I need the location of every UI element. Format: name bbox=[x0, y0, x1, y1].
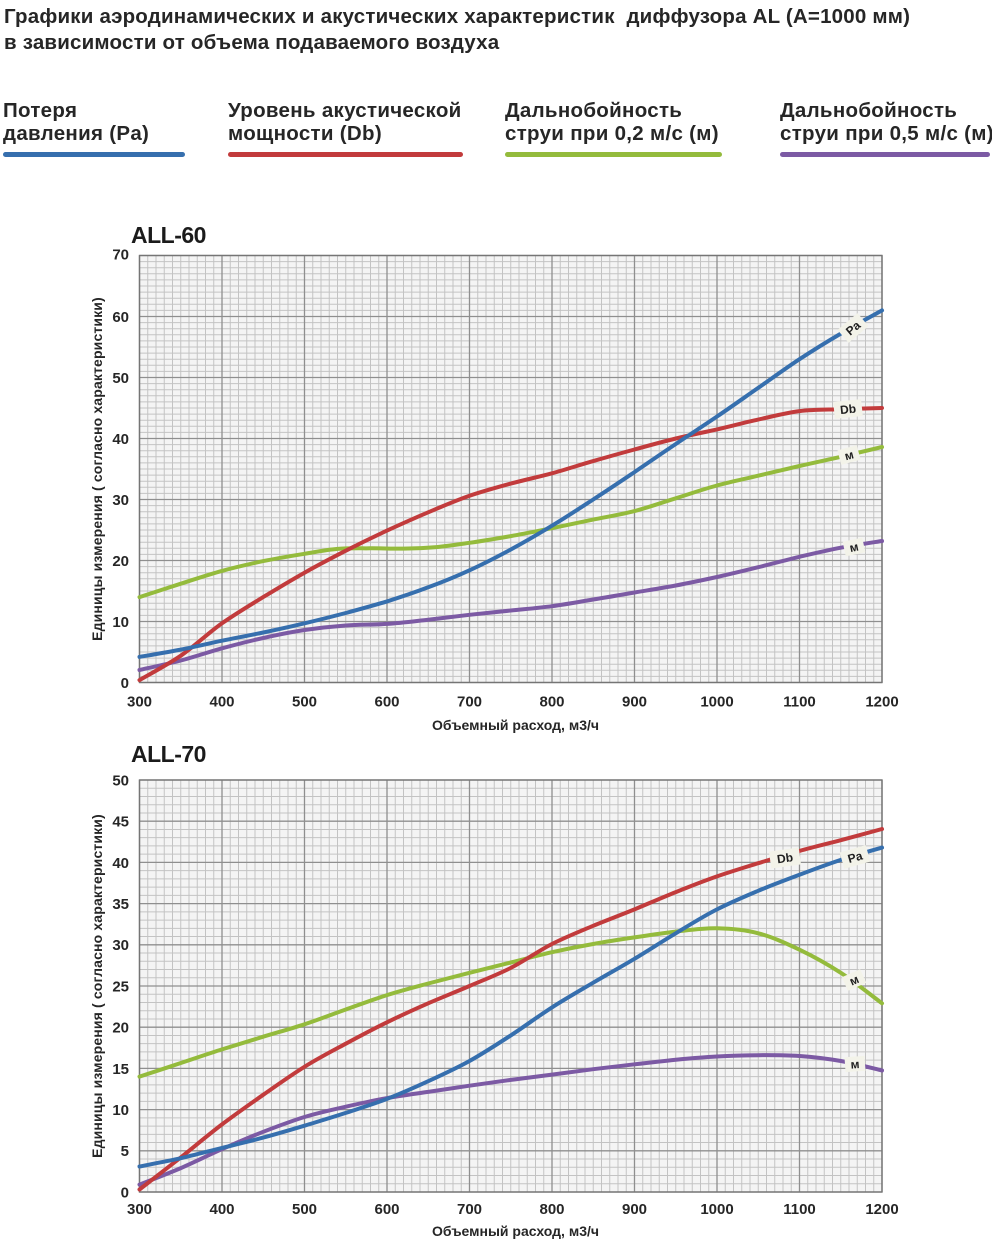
svg-text:900: 900 bbox=[622, 1201, 647, 1218]
svg-text:300: 300 bbox=[127, 693, 152, 710]
svg-text:400: 400 bbox=[209, 1201, 234, 1218]
svg-text:м: м bbox=[848, 539, 860, 555]
svg-text:1000: 1000 bbox=[700, 693, 733, 710]
svg-text:60: 60 bbox=[112, 309, 129, 326]
svg-text:Db: Db bbox=[776, 850, 794, 866]
svg-text:500: 500 bbox=[292, 693, 317, 710]
svg-text:70: 70 bbox=[112, 248, 129, 263]
svg-text:40: 40 bbox=[112, 855, 129, 872]
svg-text:Pa: Pa bbox=[846, 848, 864, 866]
svg-text:700: 700 bbox=[457, 1201, 482, 1218]
svg-text:500: 500 bbox=[292, 1201, 317, 1218]
svg-text:1200: 1200 bbox=[865, 693, 898, 710]
svg-text:40: 40 bbox=[112, 431, 129, 448]
svg-text:600: 600 bbox=[374, 693, 399, 710]
svg-text:15: 15 bbox=[112, 1061, 129, 1078]
svg-text:700: 700 bbox=[457, 693, 482, 710]
svg-text:10: 10 bbox=[112, 614, 129, 631]
svg-text:5: 5 bbox=[121, 1143, 129, 1160]
svg-text:800: 800 bbox=[539, 693, 564, 710]
svg-text:0: 0 bbox=[121, 1184, 129, 1201]
svg-text:25: 25 bbox=[112, 978, 129, 995]
svg-text:300: 300 bbox=[127, 1201, 152, 1218]
svg-text:50: 50 bbox=[112, 370, 129, 387]
svg-text:1200: 1200 bbox=[865, 1201, 898, 1218]
svg-text:Единицы измерения ( согласно х: Единицы измерения ( согласно характерист… bbox=[89, 297, 105, 641]
svg-text:1100: 1100 bbox=[783, 693, 816, 710]
svg-text:м: м bbox=[843, 447, 855, 463]
svg-text:45: 45 bbox=[112, 814, 129, 831]
svg-text:600: 600 bbox=[374, 1201, 399, 1218]
svg-text:400: 400 bbox=[209, 693, 234, 710]
svg-text:900: 900 bbox=[622, 693, 647, 710]
svg-text:35: 35 bbox=[112, 896, 129, 913]
svg-text:800: 800 bbox=[539, 1201, 564, 1218]
svg-text:20: 20 bbox=[112, 553, 129, 570]
svg-text:20: 20 bbox=[112, 1020, 129, 1037]
svg-text:1000: 1000 bbox=[700, 1201, 733, 1218]
svg-text:50: 50 bbox=[112, 772, 129, 789]
svg-text:30: 30 bbox=[112, 937, 129, 954]
svg-text:Единицы измерения ( согласно х: Единицы измерения ( согласно характерист… bbox=[89, 814, 105, 1158]
svg-text:Объемный расход, м3/ч: Объемный расход, м3/ч bbox=[432, 717, 599, 733]
svg-text:Db: Db bbox=[839, 402, 856, 418]
svg-text:м: м bbox=[850, 1057, 860, 1072]
svg-text:30: 30 bbox=[112, 492, 129, 509]
svg-text:1100: 1100 bbox=[783, 1201, 816, 1218]
svg-text:Объемный расход, м3/ч: Объемный расход, м3/ч bbox=[432, 1223, 599, 1239]
svg-text:0: 0 bbox=[121, 675, 129, 692]
svg-text:10: 10 bbox=[112, 1102, 129, 1119]
